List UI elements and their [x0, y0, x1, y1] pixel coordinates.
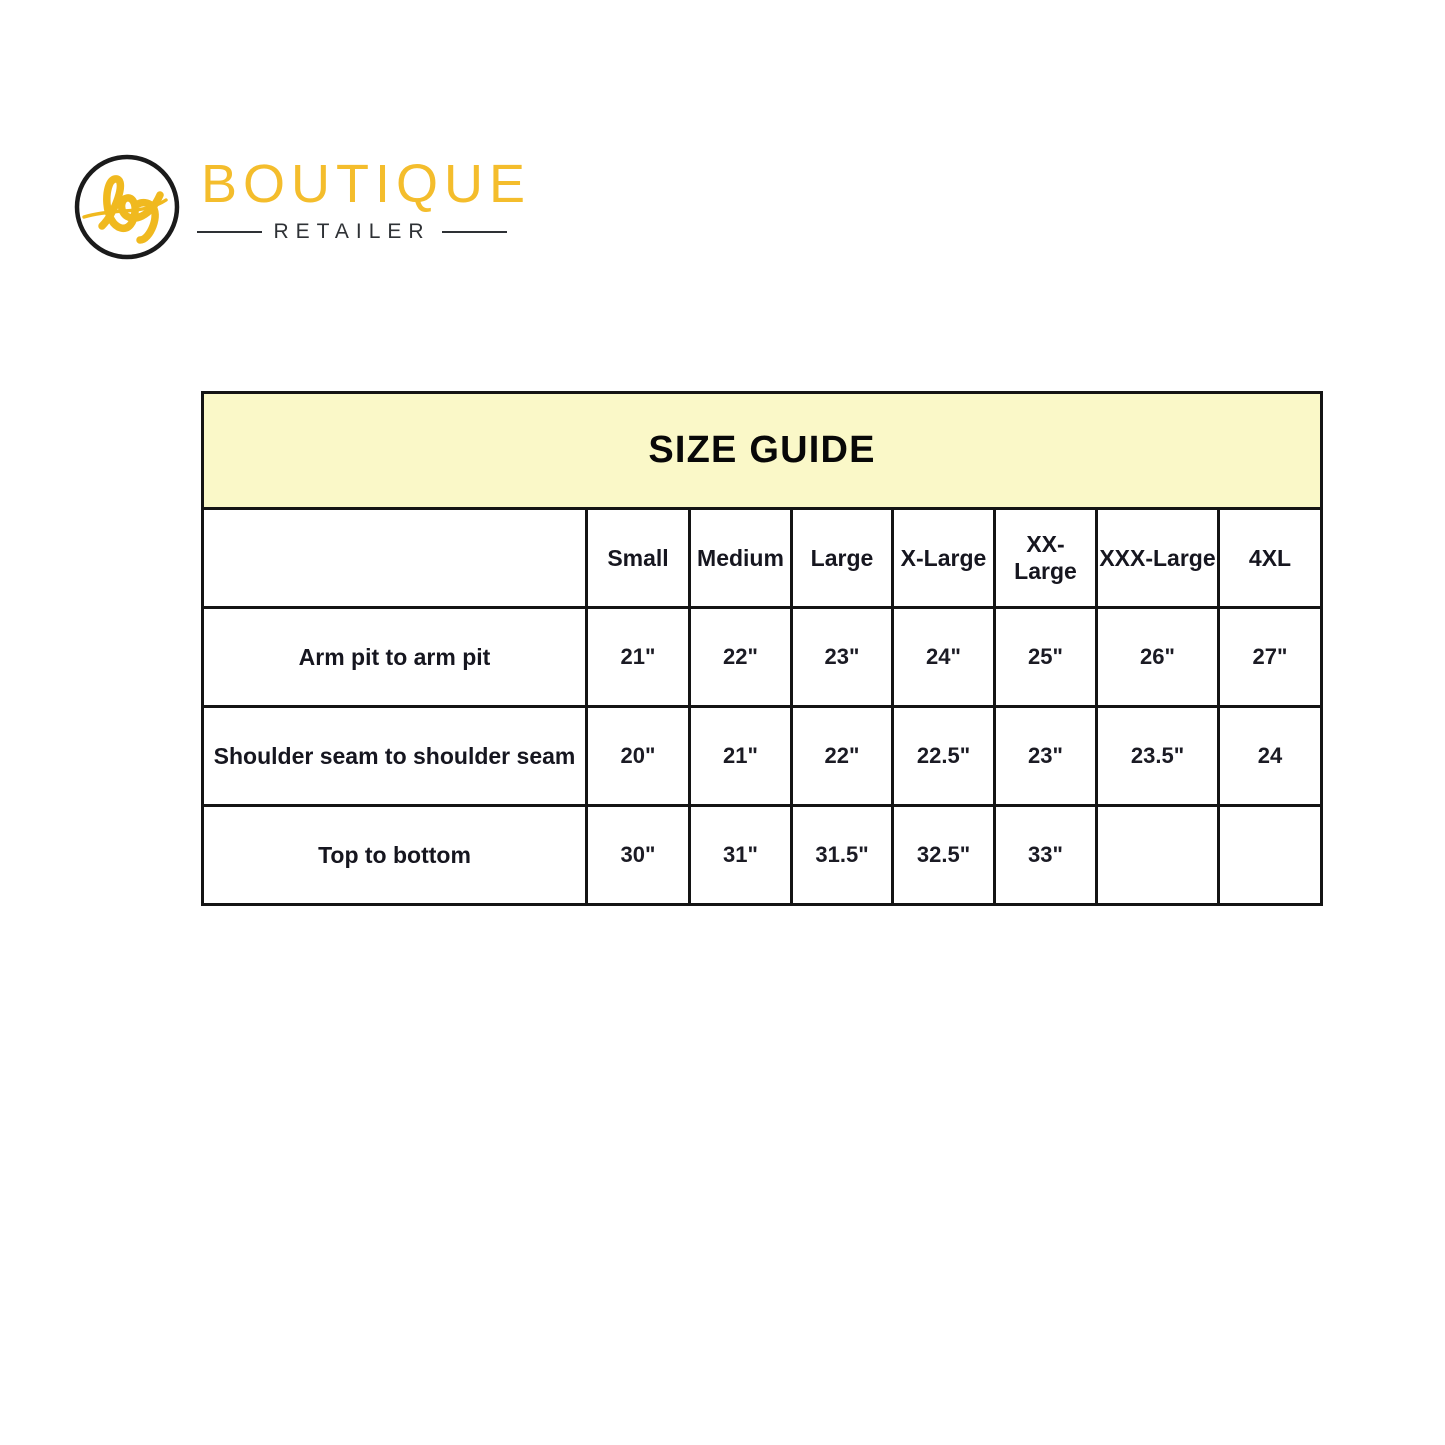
brand-secondary-row: RETAILER — [197, 220, 508, 244]
row-label-armpit: Arm pit to arm pit — [201, 606, 588, 708]
cell-shoulder-4xl: 24 — [1217, 705, 1323, 807]
table-row: Shoulder seam to shoulder seam 20" 21" 2… — [201, 705, 1323, 807]
cell-top-to-bottom-x-large: 32.5" — [891, 804, 996, 906]
cell-armpit-small: 21" — [585, 606, 691, 708]
cell-top-to-bottom-4xl — [1217, 804, 1323, 906]
size-guide-table: SIZE GUIDE Small Medium Large X-Large XX… — [201, 391, 1323, 906]
column-header-xx-large: XX-Large — [993, 507, 1098, 609]
brand-secondary-name: RETAILER — [273, 220, 431, 243]
table-row: Arm pit to arm pit 21" 22" 23" 24" 25" 2… — [201, 606, 1323, 708]
column-header-small: Small — [585, 507, 691, 609]
cell-shoulder-medium: 21" — [688, 705, 793, 807]
column-header-medium: Medium — [688, 507, 793, 609]
cell-shoulder-large: 22" — [790, 705, 894, 807]
row-label-shoulder: Shoulder seam to shoulder seam — [201, 705, 588, 807]
brand-rule-left — [197, 231, 263, 233]
table-title-row: SIZE GUIDE — [201, 391, 1323, 510]
brand-rule-right — [441, 231, 508, 233]
cell-shoulder-xxx-large: 23.5" — [1095, 705, 1220, 807]
cell-top-to-bottom-large: 31.5" — [790, 804, 894, 906]
brand-primary-name: BOUTIQUE — [201, 154, 532, 214]
brand-logo: BOUTIQUE RETAILER — [62, 140, 532, 270]
row-label-top-to-bottom: Top to bottom — [201, 804, 588, 906]
brand-monogram-icon — [68, 148, 186, 266]
cell-armpit-medium: 22" — [688, 606, 793, 708]
cell-armpit-xxx-large: 26" — [1095, 606, 1220, 708]
table-header-row: Small Medium Large X-Large XX-Large XXX-… — [201, 507, 1323, 609]
column-header-4xl: 4XL — [1217, 507, 1323, 609]
table-corner-cell — [201, 507, 588, 609]
cell-armpit-4xl: 27" — [1217, 606, 1323, 708]
cell-top-to-bottom-medium: 31" — [688, 804, 793, 906]
cell-armpit-x-large: 24" — [891, 606, 996, 708]
column-header-x-large: X-Large — [891, 507, 996, 609]
cell-shoulder-x-large: 22.5" — [891, 705, 996, 807]
column-header-large: Large — [790, 507, 894, 609]
cell-top-to-bottom-small: 30" — [585, 804, 691, 906]
brand-wordmark: BOUTIQUE RETAILER — [197, 154, 532, 258]
size-guide-title: SIZE GUIDE — [201, 391, 1323, 510]
cell-armpit-large: 23" — [790, 606, 894, 708]
cell-top-to-bottom-xxx-large — [1095, 804, 1220, 906]
cell-armpit-xx-large: 25" — [993, 606, 1098, 708]
table-row: Top to bottom 30" 31" 31.5" 32.5" 33" — [201, 804, 1323, 906]
cell-shoulder-xx-large: 23" — [993, 705, 1098, 807]
column-header-xxx-large: XXX-Large — [1095, 507, 1220, 609]
cell-shoulder-small: 20" — [585, 705, 691, 807]
cell-top-to-bottom-xx-large: 33" — [993, 804, 1098, 906]
